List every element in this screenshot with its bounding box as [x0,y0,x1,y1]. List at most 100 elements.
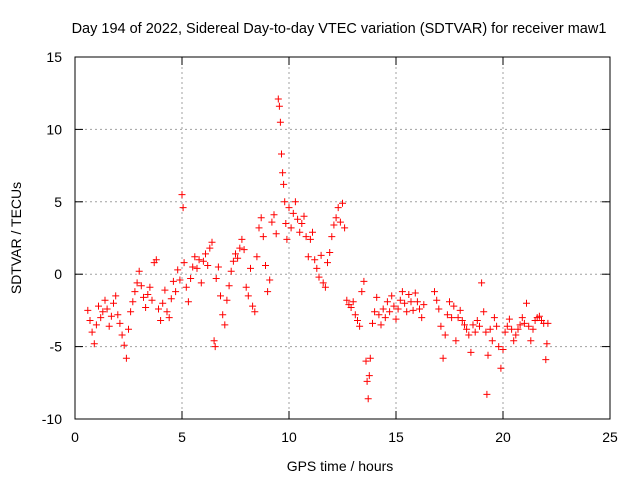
data-point [443,311,451,319]
data-point [206,244,214,252]
data-point [354,317,361,324]
data-point [360,277,368,285]
data-point [315,273,323,281]
data-point [114,311,122,319]
x-tick-label: 0 [71,429,79,445]
y-axis-label: SDTVAR / TECUs [8,182,24,294]
data-point [493,322,501,330]
data-point [88,328,96,336]
data-point [172,288,180,296]
data-point [296,228,304,236]
data-point [208,238,216,246]
data-point [204,262,212,269]
data-point [328,233,336,241]
data-point [219,311,227,319]
data-point [501,328,509,336]
data-point [311,256,319,264]
data-point [179,204,187,212]
data-point [221,321,229,329]
data-point [264,288,272,296]
data-point [304,253,312,261]
data-point [396,296,404,304]
data-point [306,235,314,243]
data-point [336,218,344,226]
data-point [223,296,231,304]
data-point [544,319,552,327]
y-tick-label: 10 [46,121,62,137]
data-point [86,317,94,324]
data-point [403,308,411,316]
data-point [140,293,147,301]
data-point [390,302,398,310]
y-tick-label: 15 [46,49,62,65]
data-point [125,325,132,333]
data-point [234,254,242,262]
data-point [112,292,120,300]
data-point [349,298,357,306]
data-point [407,298,415,306]
data-point [483,390,491,398]
x-axis-label: GPS time / hours [287,458,394,474]
data-point [116,319,124,327]
data-point [236,244,244,252]
data-point [388,292,396,300]
data-point [514,325,522,333]
data-point [251,308,259,316]
data-point [478,279,486,287]
x-tick-label: 15 [388,429,404,445]
data-point [142,304,150,311]
data-point [110,299,117,307]
data-point [505,315,513,323]
x-tick-labels: 0 5 10 15 20 25 [71,429,618,445]
data-point [535,312,543,320]
data-point [90,340,98,348]
data-point [450,302,458,310]
data-point [375,311,383,319]
data-point [520,319,528,327]
data-point [174,266,182,274]
data-point [401,299,409,307]
data-point [210,337,218,345]
data-point [253,253,261,261]
data-point [454,314,462,322]
data-point [199,257,207,265]
data-point [240,246,248,254]
data-point [232,250,239,258]
data-point [163,308,171,316]
data-point [319,279,327,287]
data-point [257,214,265,222]
data-point [508,325,516,333]
data-point [510,337,518,345]
data-point [497,364,505,372]
data-point [178,191,186,199]
y-tick-label: -5 [50,339,63,355]
data-point [133,279,141,287]
data-point [433,296,441,304]
data-point [202,250,209,258]
data-point [262,262,269,269]
data-point [364,395,372,403]
data-point [169,277,177,285]
data-point [99,308,107,316]
y-tick-label: 5 [54,194,62,210]
data-point [189,263,197,271]
data-point [268,218,276,226]
data-point [101,296,109,304]
data-point [300,212,308,220]
data-point [499,346,507,353]
data-point [266,276,274,284]
data-point [358,288,366,296]
data-point [217,292,224,300]
data-point [334,204,342,212]
data-point [120,341,128,349]
data-point [471,328,479,336]
data-point [362,357,370,365]
data-point [503,322,511,330]
data-point [490,314,498,322]
data-point [339,199,346,207]
data-point [351,311,359,319]
data-point [182,283,190,291]
data-point [420,301,428,309]
data-point [161,286,169,294]
data-point [146,283,154,291]
